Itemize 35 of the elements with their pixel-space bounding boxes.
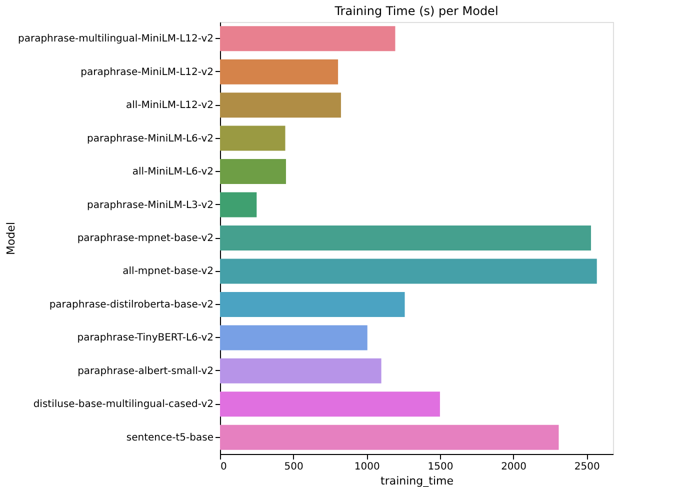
x-axis-title: training_time — [380, 474, 454, 487]
y-tick-label: paraphrase-MiniLM-L3-v2 — [87, 200, 214, 211]
bar — [220, 424, 559, 450]
y-tick-label: paraphrase-TinyBERT-L6-v2 — [77, 332, 214, 344]
y-tick-label: paraphrase-multilingual-MiniLM-L12-v2 — [18, 34, 214, 45]
bar — [220, 59, 338, 84]
x-tick-label: 2000 — [501, 462, 527, 472]
bar — [220, 226, 592, 250]
y-tick-label: sentence-t5-base — [126, 432, 214, 444]
y-tick-label: all-MiniLM-L6-v2 — [132, 166, 214, 178]
y-tick-label: paraphrase-MiniLM-L12-v2 — [80, 66, 214, 78]
y-tick-label: all-MiniLM-L12-v2 — [126, 100, 214, 112]
bar — [220, 358, 382, 384]
bar — [220, 92, 341, 118]
bar — [220, 292, 405, 317]
bar — [220, 325, 368, 350]
bar — [220, 159, 286, 184]
x-tick-label: 0 — [220, 462, 227, 472]
bar — [220, 258, 597, 284]
y-tick-label: paraphrase-mpnet-base-v2 — [77, 233, 214, 244]
x-tick-label: 1500 — [428, 462, 454, 472]
y-tick-label: all-mpnet-base-v2 — [122, 266, 214, 278]
x-tick-label: 2500 — [574, 462, 600, 472]
bar — [220, 392, 440, 417]
bar — [220, 26, 396, 52]
bar — [220, 192, 257, 218]
y-tick-label: paraphrase-albert-small-v2 — [78, 366, 214, 377]
bar — [220, 126, 286, 151]
y-tick-label: distiluse-base-multilingual-cased-v2 — [33, 399, 214, 410]
x-tick-label: 1000 — [354, 462, 380, 472]
chart-title: Training Time (s) per Model — [334, 4, 498, 18]
y-tick-label: paraphrase-distilroberta-base-v2 — [49, 299, 214, 310]
x-tick-label: 500 — [284, 462, 304, 472]
y-axis-title: Model — [4, 222, 18, 256]
y-tick-label: paraphrase-MiniLM-L6-v2 — [87, 133, 214, 144]
